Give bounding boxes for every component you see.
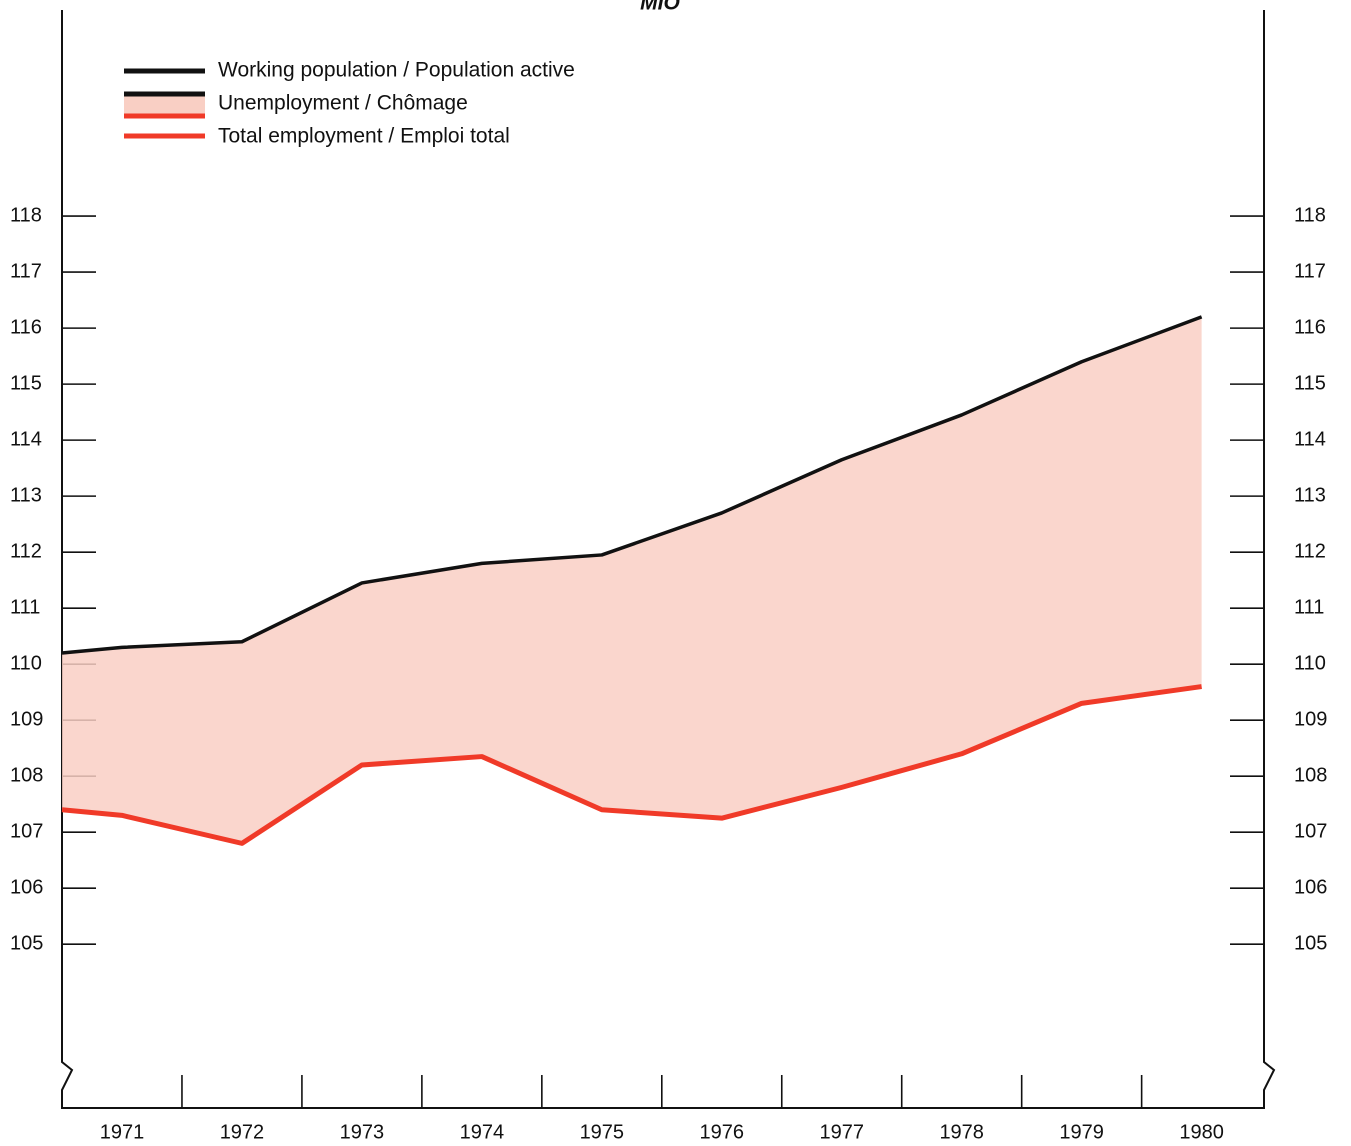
y2-tick-label: 115 xyxy=(1294,372,1326,394)
y2-tick-label: 112 xyxy=(1294,540,1326,562)
y2-tick-label: 117 xyxy=(1294,260,1326,282)
x-tick-label: 1978 xyxy=(939,1121,984,1143)
y-tick-label: 108 xyxy=(10,764,43,786)
y2-tick-label: 105 xyxy=(1294,932,1327,954)
y-tick-label: 106 xyxy=(10,876,43,898)
y-tick-label: 110 xyxy=(10,652,42,674)
x-tick-label: 1980 xyxy=(1179,1121,1224,1143)
y-tick-label: 116 xyxy=(10,316,42,338)
y-tick-label: 105 xyxy=(10,932,43,954)
legend-label: Working population / Population active xyxy=(218,59,575,82)
unit-label: MIO xyxy=(640,0,680,15)
axis-frame xyxy=(61,10,1276,1109)
y2-tick-label: 111 xyxy=(1294,596,1324,618)
x-tick-label: 1971 xyxy=(100,1121,145,1143)
y-tick-label: 118 xyxy=(10,204,42,226)
y-tick-label: 109 xyxy=(10,708,43,730)
y2-tick-label: 109 xyxy=(1294,708,1327,730)
x-tick-label: 1977 xyxy=(819,1121,864,1143)
unemployment-band xyxy=(62,316,1202,844)
y2-tick-label: 113 xyxy=(1294,484,1326,506)
y2-tick-label: 108 xyxy=(1294,764,1327,786)
line xyxy=(61,315,1203,655)
legend-label: Total employment / Emploi total xyxy=(218,125,510,148)
y-tick-label: 111 xyxy=(10,596,40,618)
y2-tick-label: 118 xyxy=(1294,204,1326,226)
y-tick-label: 107 xyxy=(10,820,43,842)
y2-tick-label: 107 xyxy=(1294,820,1327,842)
x-tick-label: 1976 xyxy=(700,1121,745,1143)
line xyxy=(61,684,1202,846)
y-tick-label: 115 xyxy=(10,372,42,394)
x-tick-label: 1975 xyxy=(580,1121,625,1143)
y2-tick-label: 110 xyxy=(1294,652,1326,674)
x-tick-label: 1973 xyxy=(340,1121,385,1143)
x-tick-label: 1972 xyxy=(220,1121,265,1143)
y2-tick-label: 116 xyxy=(1294,316,1326,338)
x-tick-label: 1974 xyxy=(460,1121,505,1143)
x-tick-label: 1979 xyxy=(1059,1121,1104,1143)
y-tick-label: 112 xyxy=(10,540,42,562)
legend-label: Unemployment / Chômage xyxy=(218,92,468,115)
y-tick-label: 114 xyxy=(10,428,42,450)
y-tick-label: 113 xyxy=(10,484,42,506)
y-tick-label: 117 xyxy=(10,260,42,282)
y2-tick-label: 114 xyxy=(1294,428,1326,450)
legend-swatch xyxy=(124,94,205,116)
y2-tick-label: 106 xyxy=(1294,876,1327,898)
